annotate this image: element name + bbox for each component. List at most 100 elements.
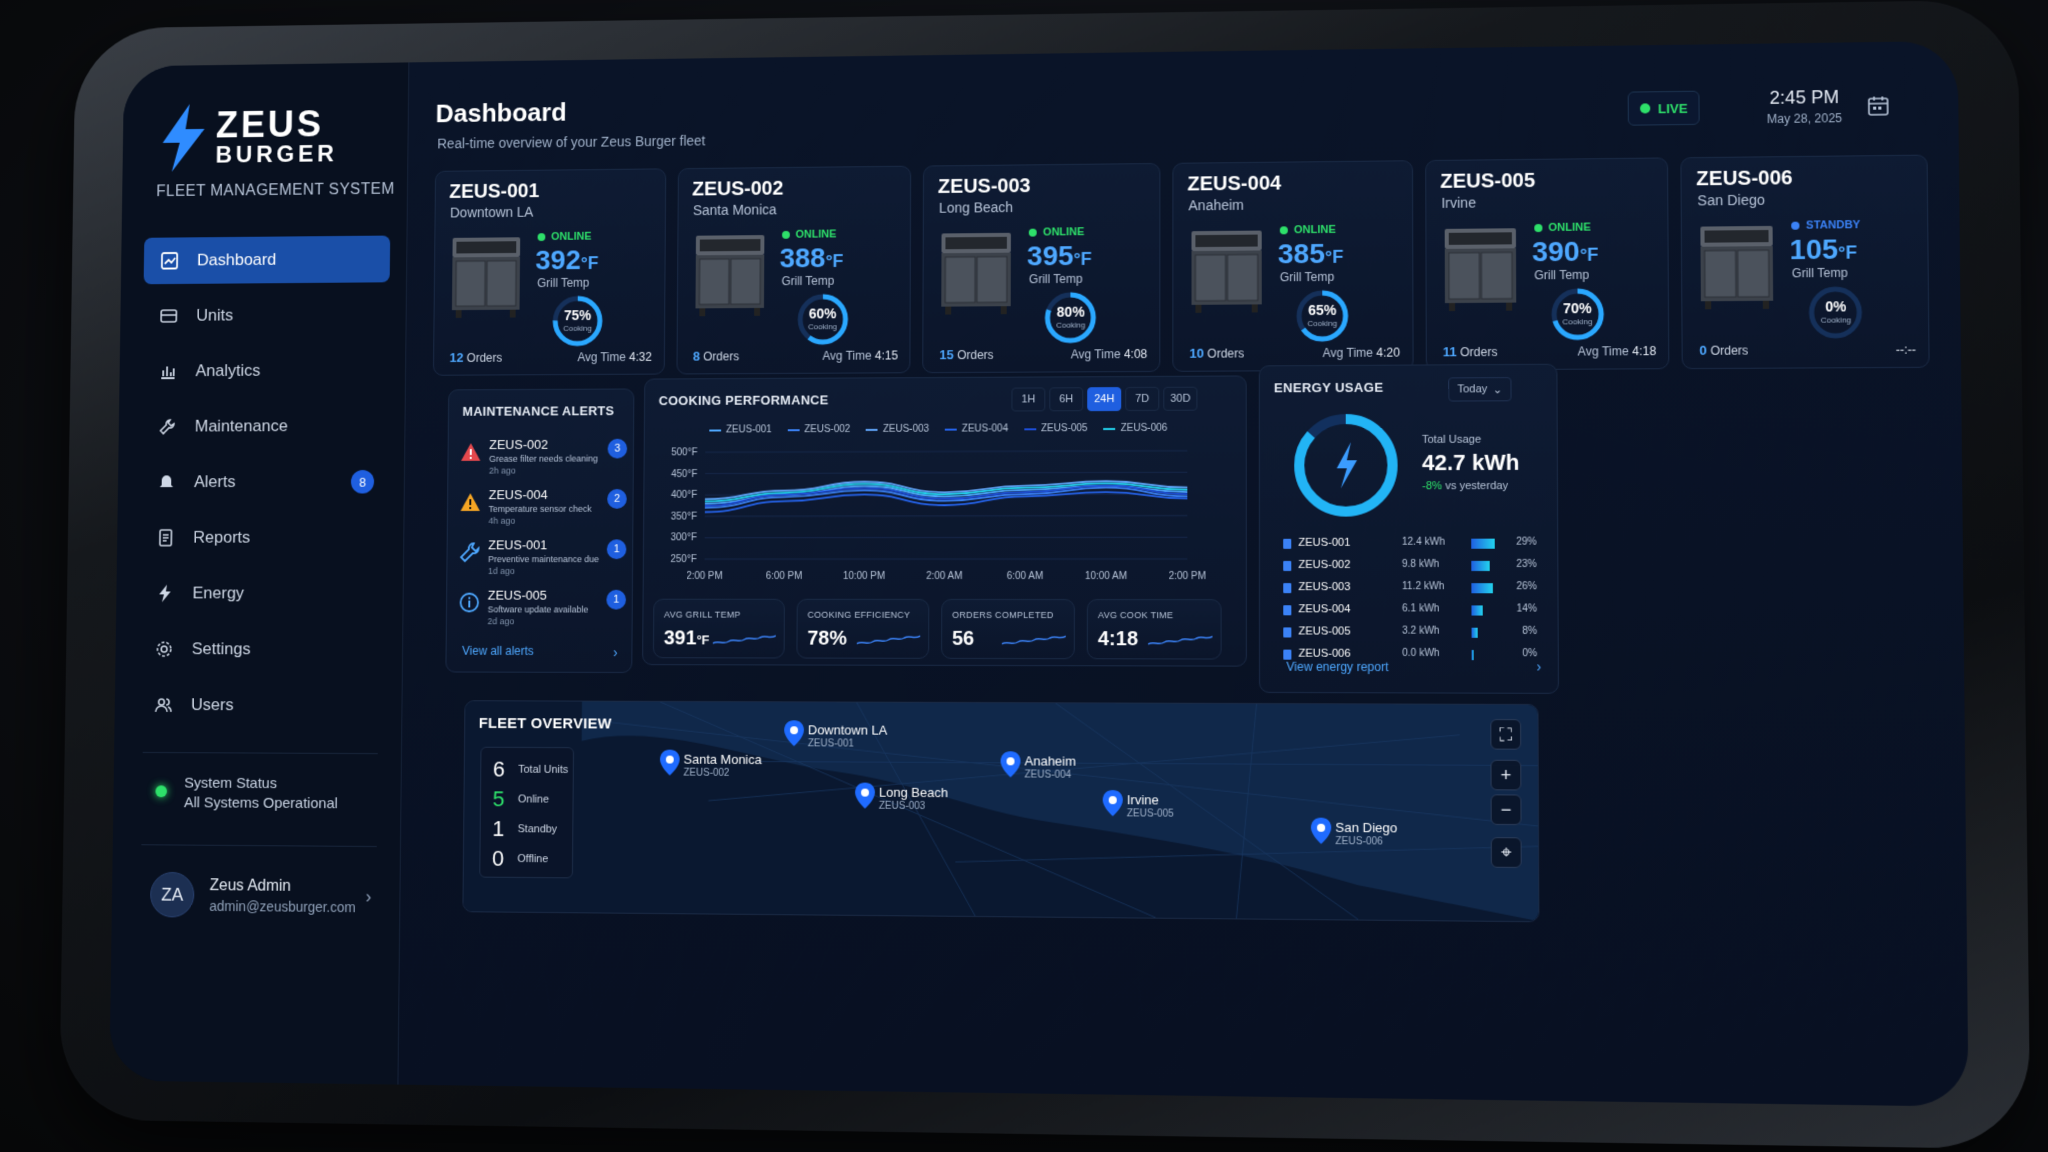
sidebar-item-users[interactable]: Users	[137, 681, 385, 729]
fleet-overview-map[interactable]: FLEET OVERVIEW 6 Total Units 5 Online 1 Stand…	[462, 700, 1539, 922]
unit-card[interactable]: ZEUS-006 San Diego STANDBY 105°F Grill Temp 0…	[1681, 155, 1930, 370]
cooking-performance-panel: COOKING PERFORMANCE 1H 6H 24H 7D 30D ZEUS-00…	[642, 375, 1247, 666]
orders-count: 10 Orders	[1189, 345, 1244, 360]
unit-id: ZEUS-002	[692, 178, 783, 202]
temp-unit: °F	[1580, 245, 1599, 265]
map-pin-label[interactable]: Irvine	[1127, 792, 1159, 807]
alert-description: Grease filter needs cleaning	[489, 454, 598, 464]
legend-item[interactable]: ZEUS-004	[945, 423, 1008, 434]
warning-amber-icon	[460, 491, 481, 513]
sidebar-item-alerts[interactable]: Alerts 8	[140, 458, 387, 505]
chevron-right-icon[interactable]: ›	[1537, 658, 1542, 674]
orders-number: 12	[449, 350, 463, 365]
cooking-label: Cooking	[1294, 319, 1351, 328]
unit-card[interactable]: ZEUS-002 Santa Monica ONLINE 388°F Grill Tem…	[676, 166, 911, 375]
orders-label: Orders	[1710, 343, 1748, 357]
fleet-summary-row: 1 Standby	[492, 815, 557, 843]
unit-card[interactable]: ZEUS-005 Irvine ONLINE 390°F Grill Temp 70% Co…	[1425, 157, 1670, 370]
zoom-in-icon[interactable]: +	[1490, 760, 1521, 791]
alert-item[interactable]: ZEUS-004 Temperature sensor check 4h ago 2	[459, 487, 626, 535]
alert-count-badge: 1	[606, 590, 626, 610]
orders-number: 8	[693, 349, 700, 364]
sidebar-item-maintenance[interactable]: Maintenance	[141, 402, 388, 450]
clock-time: 2:45 PM	[1767, 87, 1842, 109]
range-button-6h[interactable]: 6H	[1049, 387, 1083, 411]
legend-item[interactable]: ZEUS-003	[866, 424, 929, 435]
range-button-7d[interactable]: 7D	[1125, 387, 1159, 411]
fullscreen-icon[interactable]: ⛶	[1490, 719, 1521, 750]
brand-logo[interactable]: ZEUS BURGER	[157, 102, 339, 172]
map-pin-icon[interactable]	[1000, 751, 1020, 777]
summary-label: Total Units	[518, 764, 568, 776]
sidebar-item-analytics[interactable]: Analytics	[142, 347, 389, 395]
alert-item[interactable]: ZEUS-005 Software update available 2d ago 1	[458, 588, 626, 636]
legend-item[interactable]: ZEUS-001	[709, 424, 772, 435]
unit-card[interactable]: ZEUS-004 Anaheim ONLINE 385°F Grill Temp 65% C…	[1172, 160, 1413, 372]
main-content: Dashboard Real-time overview of your Zeu…	[398, 41, 1968, 1107]
energy-kwh: 11.2 kWh	[1402, 581, 1444, 592]
energy-percent: 26%	[1516, 581, 1537, 592]
alert-item[interactable]: ZEUS-001 Preventive maintenance due 1d ago…	[459, 537, 627, 584]
grill-image	[1697, 220, 1778, 310]
energy-kwh: 3.2 kWh	[1402, 626, 1439, 637]
map-pin-icon[interactable]	[784, 720, 804, 746]
energy-percent: 14%	[1516, 603, 1537, 614]
energy-row: ZEUS-005 3.2 kWh 8%	[1282, 623, 1537, 644]
energy-percent: 29%	[1516, 537, 1537, 548]
orders-number: 10	[1189, 346, 1204, 361]
map-pin-icon[interactable]	[1103, 790, 1123, 816]
status-badge: ONLINE	[1029, 226, 1084, 238]
status-text: ONLINE	[1548, 222, 1591, 234]
sidebar-item-energy[interactable]: Energy	[139, 570, 387, 617]
status-badge: ONLINE	[1280, 224, 1336, 236]
sidebar-item-dashboard[interactable]: Dashboard	[144, 236, 391, 285]
map-pin-label[interactable]: Downtown LA	[808, 722, 888, 737]
range-button-24h[interactable]: 24H	[1087, 387, 1121, 411]
alert-item[interactable]: ZEUS-002 Grease filter needs cleaning 2h a…	[460, 437, 627, 485]
map-pin-icon[interactable]	[855, 783, 875, 809]
legend-item[interactable]: ZEUS-002	[787, 424, 850, 435]
view-all-alerts-link[interactable]: View all alerts	[462, 644, 534, 658]
period-select[interactable]: Today ⌄	[1448, 377, 1511, 401]
unit-card[interactable]: ZEUS-001 Downtown LA ONLINE 392°F Grill Temp…	[433, 168, 666, 375]
chevron-right-icon[interactable]: ›	[613, 644, 618, 660]
legend-item[interactable]: ZEUS-006	[1104, 423, 1168, 434]
orders-number: 11	[1443, 344, 1457, 359]
map-pin-label[interactable]: Santa Monica	[684, 752, 762, 767]
unit-card[interactable]: ZEUS-003 Long Beach ONLINE 395°F Grill Temp 8…	[923, 163, 1161, 373]
x-tick-label: 2:00 PM	[686, 571, 723, 582]
range-button-1h[interactable]: 1H	[1011, 387, 1045, 411]
map-pin-icon[interactable]	[660, 750, 680, 776]
sidebar-item-units[interactable]: Units	[143, 291, 390, 339]
map-pin-icon[interactable]	[1311, 818, 1331, 845]
metric-unit: °F	[696, 632, 709, 647]
locate-icon[interactable]: ⌖	[1491, 837, 1522, 868]
unit-location: Santa Monica	[693, 202, 777, 219]
user-profile[interactable]: ZA Zeus Admin admin@zeusburger.com ›	[150, 872, 372, 919]
calendar-icon[interactable]	[1867, 94, 1890, 116]
sidebar-item-reports[interactable]: Reports	[140, 514, 387, 561]
grill-temp-value: 390°F	[1532, 236, 1599, 269]
energy-row: ZEUS-004 6.1 kWh 14%	[1282, 601, 1537, 622]
legend-item[interactable]: ZEUS-005	[1024, 423, 1088, 434]
unit-location: Long Beach	[939, 199, 1013, 216]
metric-title: AVG COOK TIME	[1098, 610, 1173, 620]
sparkline	[857, 630, 921, 650]
zoom-out-icon[interactable]: −	[1491, 794, 1522, 825]
map-pin-label[interactable]: San Diego	[1335, 820, 1397, 836]
range-button-30d[interactable]: 30D	[1163, 387, 1197, 411]
sidebar-item-settings[interactable]: Settings	[138, 626, 386, 674]
metric-title: AVG GRILL TEMP	[664, 610, 741, 620]
view-energy-report-link[interactable]: View energy report	[1286, 660, 1388, 674]
panel-title: COOKING PERFORMANCE	[659, 392, 829, 408]
status-dot	[155, 785, 167, 797]
warning-red-icon	[460, 441, 481, 463]
total-usage-label: Total Usage	[1422, 434, 1481, 446]
map-pin-label[interactable]: Long Beach	[879, 785, 948, 800]
orders-number: 15	[939, 347, 953, 362]
delta-value: -8%	[1422, 480, 1442, 492]
map-pin-label[interactable]: Anaheim	[1025, 753, 1076, 768]
unit-id: ZEUS-005	[1440, 170, 1535, 194]
legend-swatch	[1104, 427, 1116, 429]
energy-share-bar	[1471, 539, 1495, 549]
